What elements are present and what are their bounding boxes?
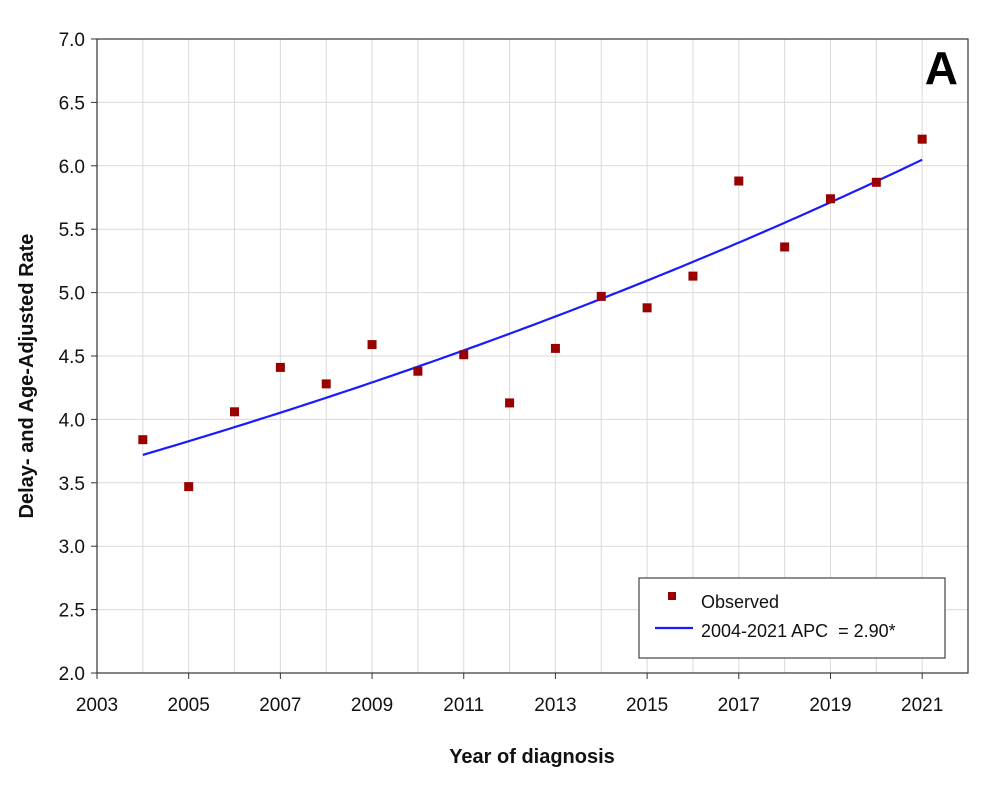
observed-point	[321, 379, 331, 389]
observed-point	[642, 303, 652, 313]
legend-box	[638, 577, 946, 659]
x-tick-label: 2017	[718, 695, 760, 716]
y-tick-label: 7.0	[59, 30, 85, 51]
x-axis-title: Year of diagnosis	[449, 746, 615, 768]
observed-point	[505, 398, 515, 408]
y-tick-label: 5.5	[59, 220, 85, 241]
observed-point	[184, 482, 194, 492]
y-tick-label: 2.5	[59, 601, 85, 622]
y-tick-label: 2.0	[59, 664, 85, 685]
y-tick-label: 6.0	[59, 157, 85, 178]
y-axis-title: Delay- and Age-Adjusted Rate	[16, 234, 38, 519]
y-tick-label: 6.5	[59, 93, 85, 114]
observed-point	[780, 242, 790, 252]
y-tick-label: 3.0	[59, 537, 85, 558]
x-tick-label: 2009	[351, 695, 393, 716]
observed-point	[917, 134, 927, 144]
y-tick-label: 4.0	[59, 410, 85, 431]
x-tick-label: 2005	[168, 695, 210, 716]
observed-point	[230, 407, 240, 417]
x-tick-label: 2015	[626, 695, 668, 716]
y-tick-label: 3.5	[59, 474, 85, 495]
observed-point	[550, 343, 560, 353]
panel-label: A	[925, 42, 958, 94]
legend-observed-marker	[668, 592, 676, 600]
x-tick-label: 2013	[534, 695, 576, 716]
observed-point	[825, 194, 835, 204]
observed-point	[871, 177, 881, 187]
legend-fit-label: 2004-2021 APC = 2.90*	[701, 621, 896, 641]
observed-points	[138, 134, 927, 492]
y-tick-label: 5.0	[59, 284, 85, 305]
fit-line	[142, 158, 923, 456]
observed-point	[275, 362, 285, 372]
observed-point	[138, 435, 148, 445]
y-axis-ticks: 2.0 2.5 3.0 3.5 4.0 4.5 5.0 5.5 6.0 6.5 7.0	[59, 30, 97, 685]
observed-point	[367, 340, 377, 350]
x-tick-label: 2019	[809, 695, 851, 716]
y-tick-label: 4.5	[59, 347, 85, 368]
gridlines	[97, 39, 968, 673]
x-tick-label: 2007	[259, 695, 301, 716]
legend-observed-label: Observed	[701, 592, 779, 612]
observed-point	[459, 350, 469, 360]
observed-point	[413, 366, 423, 376]
observed-point	[596, 291, 606, 301]
observed-point	[688, 271, 698, 281]
x-tick-label: 2011	[443, 695, 484, 716]
x-tick-label: 2003	[76, 695, 118, 716]
x-tick-label: 2021	[901, 695, 943, 716]
x-axis-ticks: 2003 2005 2007 2009 2011 2013 2015 2017 2019 2021	[76, 673, 943, 716]
legend: Observed 2004-2021 APC = 2.90*	[638, 577, 946, 659]
observed-point	[734, 176, 744, 186]
